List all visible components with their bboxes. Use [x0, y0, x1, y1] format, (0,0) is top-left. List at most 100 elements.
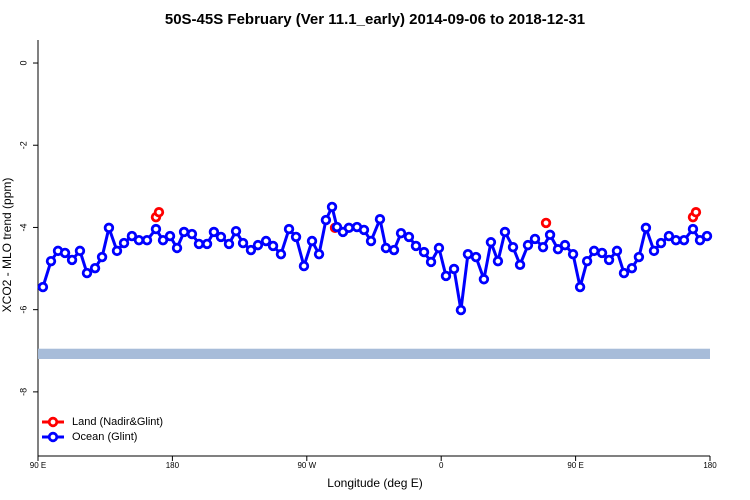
point: [694, 234, 706, 246]
point: [499, 226, 511, 238]
point: [306, 235, 318, 247]
point: [455, 304, 467, 316]
y-tick-label: -6: [18, 306, 28, 314]
point: [440, 270, 452, 282]
y-tick-label: -8: [18, 388, 28, 396]
point: [215, 231, 227, 243]
point: [178, 226, 190, 238]
point: [492, 255, 504, 267]
point: [157, 234, 169, 246]
point: [514, 259, 526, 271]
point: [567, 248, 579, 260]
x-tick-label: 90 W: [297, 461, 316, 470]
point: [596, 247, 608, 259]
legend-label: Ocean (Glint): [72, 431, 137, 443]
point: [186, 228, 198, 240]
point: [358, 224, 370, 236]
point: [611, 245, 623, 257]
point: [59, 247, 71, 259]
point: [418, 246, 430, 258]
point: [433, 242, 445, 254]
point: [164, 230, 176, 242]
point: [410, 240, 422, 252]
point: [448, 263, 460, 275]
point: [374, 214, 386, 225]
point: [574, 281, 586, 293]
point: [670, 234, 682, 246]
point: [245, 244, 257, 256]
point: [66, 254, 78, 266]
point: [640, 222, 652, 234]
point: [478, 274, 490, 285]
x-axis-label: Longitude (deg E): [327, 476, 422, 490]
point: [230, 225, 242, 237]
point: [237, 237, 249, 249]
point: [485, 237, 497, 248]
point: [141, 234, 153, 246]
point: [267, 240, 279, 252]
point: [326, 201, 338, 213]
point: [626, 262, 638, 274]
point: [507, 241, 519, 253]
point: [462, 248, 474, 260]
point: [320, 214, 332, 226]
point: [522, 239, 534, 251]
point: [701, 230, 713, 242]
point: [81, 267, 93, 279]
point: [275, 248, 287, 260]
point: [118, 237, 130, 249]
point: [290, 231, 302, 243]
point: [45, 255, 57, 267]
band: [38, 348, 710, 359]
point: [153, 207, 165, 218]
point: [588, 245, 600, 257]
legend-marker: [47, 431, 59, 443]
point: [223, 238, 235, 250]
point: [403, 231, 415, 243]
point: [298, 260, 310, 272]
point: [618, 267, 630, 279]
point: [103, 222, 115, 234]
point: [581, 255, 593, 267]
point: [633, 251, 645, 263]
point: [365, 235, 377, 247]
point: [655, 237, 667, 249]
point: [540, 217, 552, 229]
point: [260, 235, 272, 247]
y-axis-label: XCO2 - MLO trend (ppm): [0, 178, 14, 313]
legend-label: Land (Nadir&Glint): [72, 416, 163, 428]
x-tick-label: 180: [703, 461, 717, 470]
point: [201, 238, 213, 250]
point: [603, 254, 615, 266]
point: [470, 251, 482, 263]
point: [537, 241, 549, 253]
point: [552, 244, 564, 255]
point: [283, 223, 295, 235]
x-tick-label: 0: [439, 461, 444, 470]
point: [208, 226, 220, 238]
point: [663, 230, 675, 242]
x-tick-label: 90 E: [567, 461, 583, 470]
point: [544, 229, 556, 241]
point: [380, 242, 392, 254]
chart-title: 50S-45S February (Ver 11.1_early) 2014-0…: [165, 11, 585, 28]
point: [150, 223, 162, 235]
point: [313, 248, 325, 260]
y-tick-label: -4: [18, 223, 28, 231]
point: [133, 234, 145, 246]
point: [678, 234, 690, 246]
point: [96, 251, 108, 263]
point: [559, 239, 571, 251]
point: [395, 228, 407, 239]
x-tick-label: 90 E: [30, 461, 46, 470]
y-tick-label: -2: [18, 141, 28, 149]
point: [193, 238, 205, 250]
legend-marker: [47, 416, 59, 428]
y-tick-label: 0: [18, 61, 28, 66]
point: [37, 281, 49, 293]
point: [388, 244, 400, 256]
point: [89, 262, 101, 274]
point: [425, 256, 437, 268]
point: [690, 207, 702, 218]
